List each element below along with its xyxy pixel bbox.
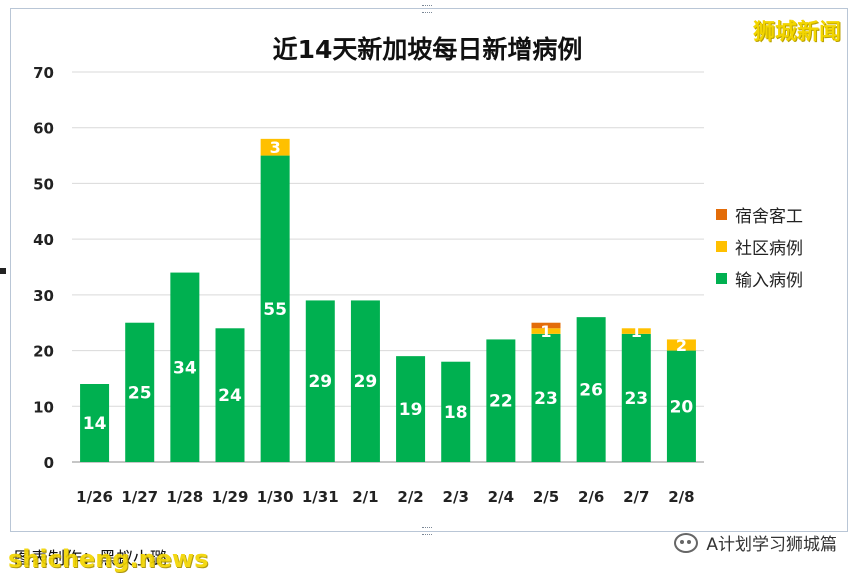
- legend-item-imported: 输入病例: [716, 262, 803, 294]
- wechat-icon: [674, 532, 699, 553]
- x-tick-label: 2/7: [623, 488, 649, 506]
- data-label: 24: [218, 386, 242, 406]
- chart-legend: 宿舍客工 社区病例 输入病例: [716, 198, 803, 294]
- legend-item-dorm: 宿舍客工: [716, 198, 803, 230]
- y-tick-label: 40: [33, 231, 54, 249]
- bar-segment-dorm: [531, 322, 561, 329]
- bar-segment-imported: [170, 272, 200, 462]
- legend-swatch-dorm: [716, 208, 727, 220]
- legend-swatch-community: [716, 240, 727, 252]
- legend-swatch-imported: [716, 272, 727, 284]
- data-label: 23: [534, 389, 558, 409]
- data-label: 1: [540, 322, 551, 341]
- x-tick-label: 2/5: [533, 488, 559, 506]
- legend-label-dorm: 宿舍客工: [735, 206, 803, 227]
- data-label: 20: [670, 397, 694, 417]
- x-tick-label: 1/29: [212, 488, 249, 506]
- footer-site-watermark: shicheng.news: [8, 545, 209, 573]
- y-tick-label: 50: [33, 175, 54, 193]
- data-label: 23: [624, 389, 648, 409]
- bar-segment-imported: [576, 317, 606, 462]
- data-label: 14: [83, 414, 107, 434]
- y-tick-label: 60: [33, 120, 54, 138]
- data-label: 2: [676, 336, 687, 355]
- bar-segment-imported: [125, 322, 155, 462]
- data-label: 18: [444, 403, 468, 423]
- x-tick-label: 1/27: [121, 488, 158, 506]
- bar-segment-imported: [260, 155, 290, 463]
- bar-segment-imported: [441, 361, 471, 462]
- bar-segment-imported: [80, 384, 110, 462]
- data-label: 26: [579, 381, 603, 401]
- legend-item-community: 社区病例: [716, 230, 803, 262]
- chart-title: 近14天新加坡每日新增病例: [272, 35, 583, 64]
- x-tick-label: 2/1: [352, 488, 378, 506]
- bar-segment-community: [666, 339, 696, 351]
- y-tick-label: 20: [33, 343, 54, 361]
- y-tick-label: 70: [33, 64, 54, 82]
- bottom-resize-handle[interactable]: [422, 527, 432, 535]
- data-label: 25: [128, 383, 152, 403]
- bar-segment-imported: [396, 356, 426, 462]
- top-resize-handle[interactable]: [422, 5, 432, 13]
- data-label: 29: [354, 372, 378, 392]
- x-tick-label: 2/2: [397, 488, 423, 506]
- x-tick-label: 2/8: [668, 488, 694, 506]
- data-label: 22: [489, 392, 513, 412]
- footer-credit: 图表制作：黑蚁小璐: [14, 549, 167, 569]
- bar-segment-imported: [486, 339, 516, 462]
- watermark-top-right: 狮城新闻: [752, 20, 841, 45]
- data-label: 55: [263, 300, 287, 320]
- legend-label-imported: 输入病例: [735, 270, 803, 291]
- x-tick-label: 2/4: [488, 488, 514, 506]
- bar-segment-imported: [531, 333, 561, 462]
- bar-segment-imported: [305, 300, 335, 462]
- data-label: 34: [173, 358, 197, 378]
- bar-segment-community: [531, 328, 561, 334]
- y-tick-label: 30: [33, 287, 54, 305]
- footer-brand-label: A计划学习狮城篇: [706, 535, 837, 555]
- legend-label-community: 社区病例: [735, 238, 803, 259]
- x-tick-label: 1/30: [257, 488, 294, 506]
- bar-segment-imported: [621, 333, 651, 462]
- x-tick-label: 2/3: [443, 488, 469, 506]
- x-tick-label: 1/31: [302, 488, 339, 506]
- y-tick-label: 0: [44, 454, 54, 472]
- bar-segment-community: [260, 138, 290, 156]
- x-tick-label: 1/26: [76, 488, 113, 506]
- data-label: 3: [270, 138, 281, 157]
- left-resize-handle[interactable]: [0, 268, 6, 274]
- bar-segment-community: [621, 328, 651, 334]
- data-label: 19: [399, 400, 423, 420]
- bar-segment-imported: [666, 350, 696, 462]
- data-label: 29: [308, 372, 332, 392]
- x-tick-label: 2/6: [578, 488, 604, 506]
- bar-segment-imported: [350, 300, 380, 462]
- data-label: 1: [631, 322, 642, 341]
- x-tick-label: 1/28: [166, 488, 203, 506]
- y-tick-label: 10: [33, 398, 54, 416]
- footer-brand: A计划学习狮城篇: [674, 530, 837, 555]
- bar-segment-imported: [215, 328, 245, 462]
